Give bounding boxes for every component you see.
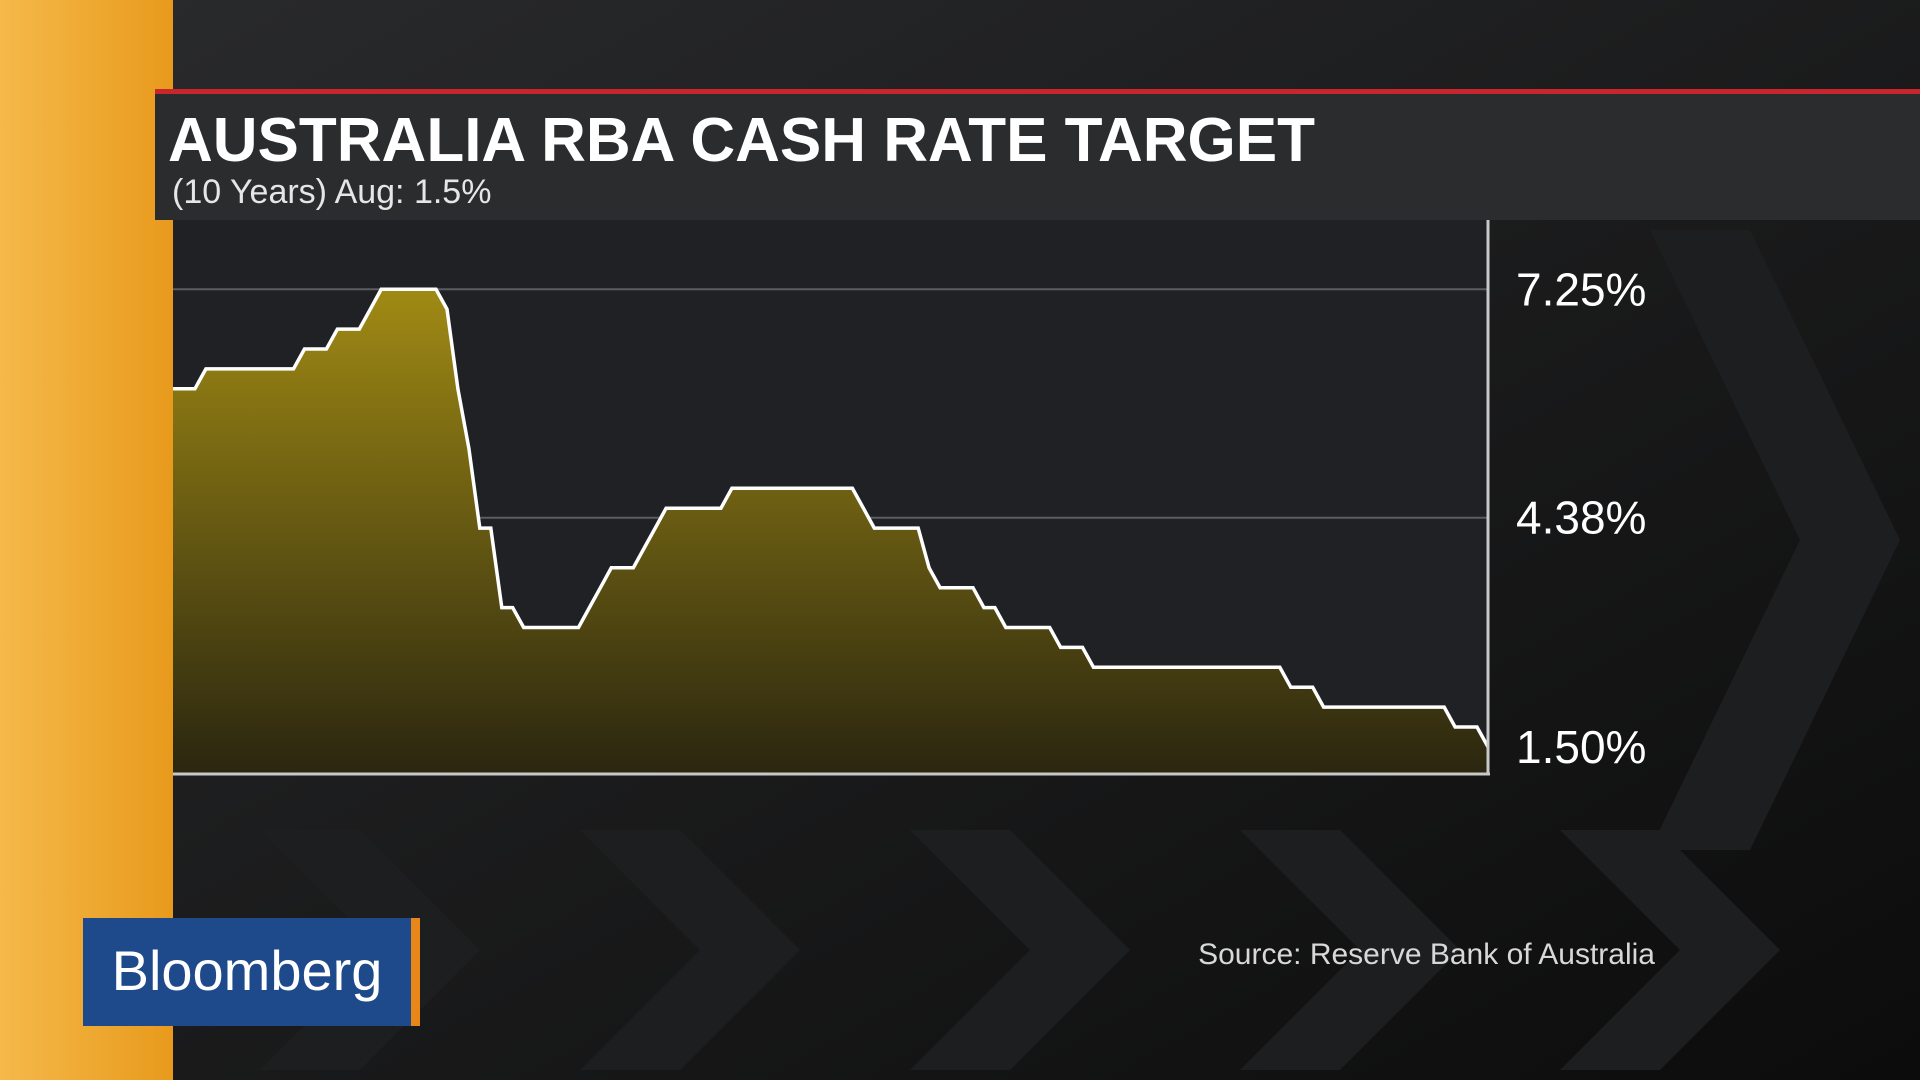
y-tick-label: 7.25% — [1516, 263, 1646, 315]
chart-title: AUSTRALIA RBA CASH RATE TARGET — [168, 106, 1315, 175]
y-tick-label: 4.38% — [1516, 492, 1646, 544]
side-panel — [0, 0, 173, 1080]
title-band — [155, 94, 1920, 220]
brand-strip — [411, 918, 420, 1026]
chevrons — [260, 230, 1900, 1070]
y-tick-label: 1.50% — [1516, 721, 1646, 773]
line — [173, 287, 1490, 748]
area — [173, 289, 1488, 774]
brand-box — [83, 918, 411, 1026]
source: Source: Reserve Bank of Australia — [1198, 938, 1655, 971]
red-rule — [155, 89, 1920, 94]
chart-subtitle: (10 Years) Aug: 1.5% — [172, 173, 491, 211]
brand-logo: Bloomberg — [112, 939, 383, 1002]
